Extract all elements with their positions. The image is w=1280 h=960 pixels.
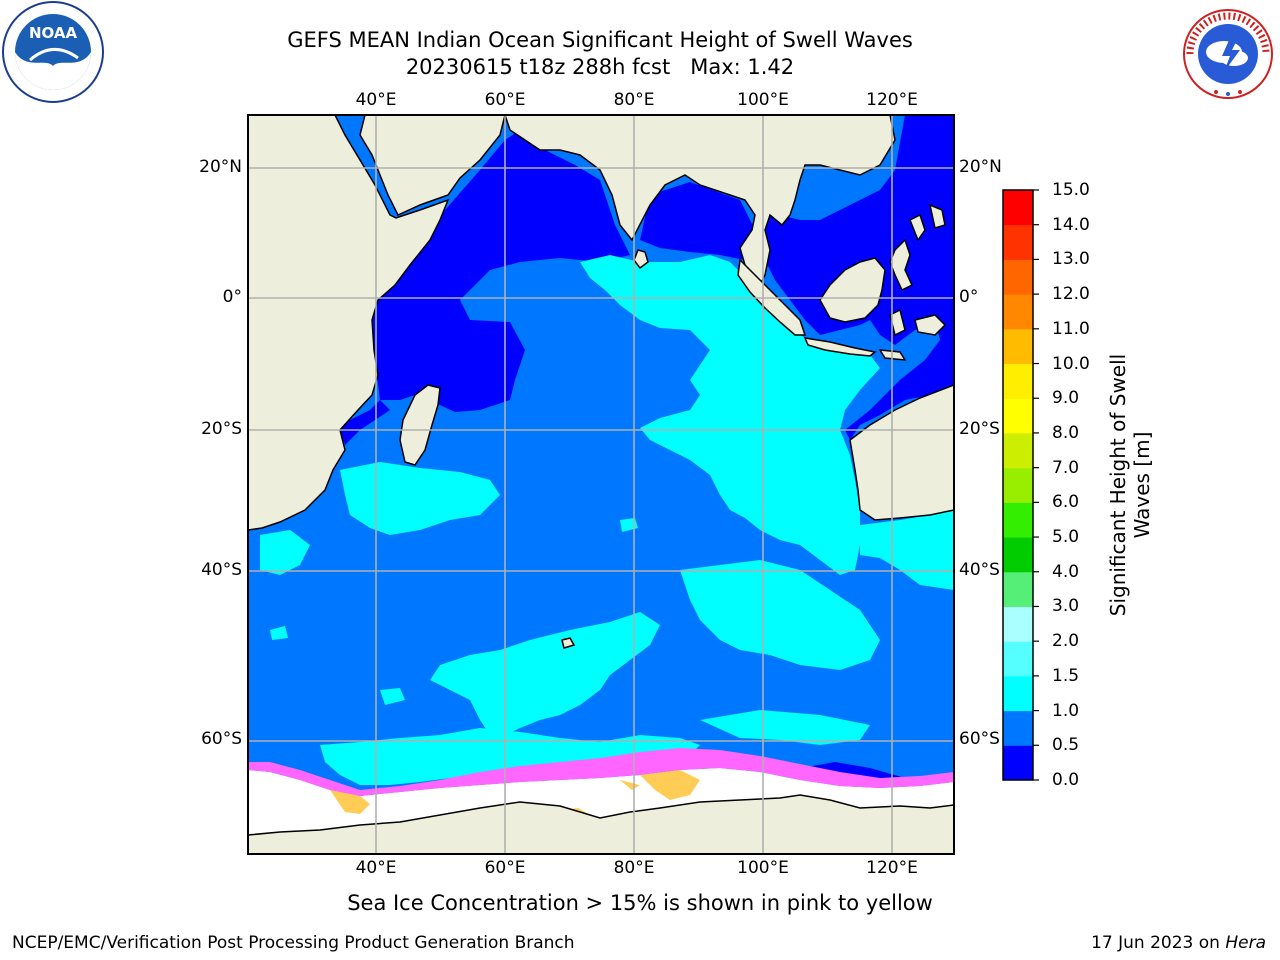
colorbar-swatch (1003, 294, 1033, 330)
chart-title: GEFS MEAN Indian Ocean Significant Heigh… (287, 28, 913, 52)
colorbar (1003, 189, 1039, 781)
lat-label-right: 40°S (959, 560, 1000, 580)
colorbar-tick-label: 9.0 (1052, 388, 1080, 409)
lat-label-left: 20°S (201, 419, 242, 439)
colorbar-swatch (1003, 467, 1033, 503)
colorbar-tick-label: 7.0 (1052, 457, 1080, 478)
lon-label-bottom: 80°E (613, 858, 655, 878)
chart-subtitle: 20230615 t18z 288h fcst Max: 1.42 (405, 55, 795, 79)
colorbar-swatch (1003, 259, 1033, 295)
lon-label-bottom: 100°E (737, 858, 789, 878)
swell-band-1-1p5 (260, 255, 954, 785)
colorbar-swatch (1003, 675, 1033, 712)
ice-edge-yellow (330, 770, 700, 830)
colorbar-swatch (1003, 710, 1033, 746)
colorbar-tick-label: 5.0 (1052, 527, 1080, 548)
colorbar-tick-label: 14.0 (1052, 214, 1090, 235)
lon-label-top: 80°E (613, 90, 655, 110)
colorbar-label-line1: Significant Height of Swell (1106, 353, 1130, 617)
colorbar-tick-label: 10.0 (1052, 353, 1090, 374)
colorbar-swatch (1003, 502, 1033, 538)
lon-label-bottom: 120°E (866, 858, 918, 878)
colorbar-swatch (1003, 432, 1033, 469)
colorbar-swatch (1003, 571, 1033, 607)
colorbar-tick-label: 1.0 (1052, 700, 1080, 721)
lat-label-left: 20°N (199, 157, 242, 177)
lat-label-left: 0° (222, 287, 242, 307)
colorbar-swatch (1003, 190, 1033, 226)
footer-date-text: 17 Jun 2023 on (1091, 933, 1226, 953)
colorbar-tick-label: 6.0 (1052, 492, 1080, 513)
colorbar-tick-label: 15.0 (1052, 180, 1090, 200)
lon-label-top: 120°E (866, 90, 918, 110)
antarctica (248, 794, 954, 854)
lat-label-right: 20°N (959, 157, 1002, 177)
lat-label-left: 40°S (201, 560, 242, 580)
lon-label-bottom: 60°E (484, 858, 526, 878)
colorbar-tick-label: 12.0 (1052, 284, 1090, 305)
footer-host: Hera (1225, 933, 1266, 953)
map-gridlines (248, 115, 954, 854)
sea-ice-caption: Sea Ice Concentration > 15% is shown in … (347, 891, 933, 915)
noaa-logo: NOAA (2, 1, 104, 103)
nws-logo (1183, 9, 1273, 99)
svg-text:NOAA: NOAA (29, 24, 78, 42)
colorbar-frame (1002, 189, 1034, 781)
colorbar-tick-label: 11.0 (1052, 318, 1090, 339)
lat-label-right: 20°S (959, 419, 1000, 439)
colorbar-swatch (1003, 328, 1033, 365)
colorbar-swatch (1003, 224, 1033, 260)
colorbar-tick-label: 4.0 (1052, 561, 1080, 582)
lat-label-left: 60°S (201, 729, 242, 749)
colorbar-label-line2: Waves [m] (1130, 431, 1154, 539)
colorbar-tick-label: 3.0 (1052, 596, 1080, 617)
ice-edge-pink (248, 748, 954, 796)
colorbar-tick-label: 1.5 (1052, 665, 1080, 686)
colorbar-swatch (1003, 745, 1033, 781)
lon-label-top: 100°E (737, 90, 789, 110)
colorbar-label: Significant Height of Swell Waves [m] (1106, 295, 1154, 675)
lat-label-right: 0° (959, 287, 979, 307)
lon-label-bottom: 40°E (355, 858, 397, 878)
colorbar-tick-label: 0.5 (1052, 735, 1080, 756)
lon-label-top: 40°E (355, 90, 397, 110)
colorbar-tick-label: 2.0 (1052, 631, 1080, 652)
colorbar-tick-label: 13.0 (1052, 249, 1090, 270)
colorbar-swatch (1003, 641, 1033, 677)
landmass (248, 115, 954, 649)
map-frame (247, 114, 955, 855)
colorbar-swatch (1003, 398, 1033, 434)
colorbar-tick-label: 8.0 (1052, 422, 1080, 443)
colorbar-tick-label: 0.0 (1052, 770, 1080, 790)
colorbar-swatch (1003, 363, 1033, 399)
footer-credit: NCEP/EMC/Verification Post Processing Pr… (12, 933, 575, 953)
lat-label-right: 60°S (959, 729, 1000, 749)
footer-date: 17 Jun 2023 on Hera (1091, 933, 1266, 953)
colorbar-swatch (1003, 537, 1033, 573)
colorbar-swatch (1003, 606, 1033, 642)
lon-label-top: 60°E (484, 90, 526, 110)
